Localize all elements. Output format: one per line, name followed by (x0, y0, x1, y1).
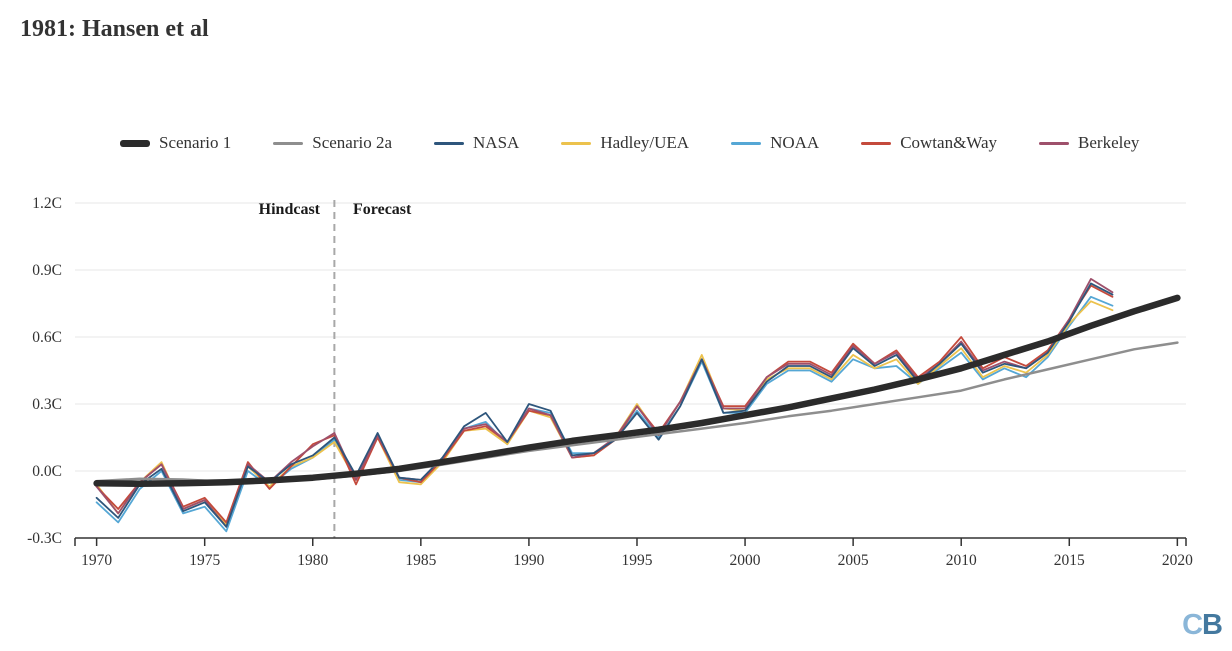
x-axis-tick-label: 2020 (1162, 552, 1193, 569)
y-axis-tick-label: 1.2C (32, 195, 62, 212)
y-axis-tick-label: 0.6C (32, 329, 62, 346)
legend-item-scenario-2a[interactable]: Scenario 2a (273, 133, 392, 153)
logo-letter-c: C (1182, 609, 1203, 641)
y-axis-tick-label: 0.0C (32, 463, 62, 480)
legend-label: Berkeley (1078, 133, 1140, 152)
legend-swatch-scenario-2a (273, 141, 304, 145)
legend-swatch-scenario-1 (120, 139, 150, 147)
x-axis-tick-label: 1970 (81, 552, 112, 569)
page-title: 1981: Hansen et al (20, 16, 209, 42)
legend-item-noaa[interactable]: NOAA (731, 133, 819, 153)
forecast-label: Forecast (353, 201, 412, 218)
legend-swatch-noaa (731, 141, 762, 145)
x-axis-tick-label: 2000 (730, 552, 761, 569)
legend-label: Scenario 1 (159, 133, 232, 152)
x-axis-tick-label: 1985 (405, 552, 436, 569)
legend-label: Hadley/UEA (600, 133, 690, 152)
legend-item-scenario-1[interactable]: Scenario 1 (120, 133, 231, 153)
legend-label: NOAA (770, 133, 820, 152)
legend-item-nasa[interactable]: NASA (434, 133, 519, 153)
x-axis-tick-label: 1990 (513, 552, 544, 569)
legend-swatch-nasa (434, 141, 465, 145)
hindcast-label: Hindcast (258, 201, 320, 218)
x-axis-tick-label: 1995 (621, 552, 652, 569)
y-axis-tick-label: -0.3C (27, 530, 62, 547)
y-axis-tick-label: 0.3C (32, 396, 62, 413)
legend-label: NASA (473, 133, 520, 152)
series-line-noaa (95, 295, 1114, 533)
legend-item-berkeley[interactable]: Berkeley (1039, 133, 1139, 153)
legend-label: Scenario 2a (312, 133, 393, 152)
x-axis-tick-label: 1975 (189, 552, 220, 569)
legend-swatch-berkeley (1039, 141, 1070, 145)
y-axis-tick-label: 0.9C (32, 262, 62, 279)
legend-swatch-hadley-uea (561, 141, 592, 145)
x-axis-tick-label: 2005 (838, 552, 869, 569)
series-line-nasa (95, 282, 1114, 528)
chart-legend: Scenario 1 Scenario 2a NASA Hadley/UEA N… (120, 133, 1139, 153)
logo-letter-b: B (1202, 609, 1223, 641)
x-axis-tick-label: 1980 (297, 552, 328, 569)
series-line-cowtan-way (95, 284, 1114, 524)
x-axis-tick-label: 2010 (946, 552, 977, 569)
legend-item-hadley-uea[interactable]: Hadley/UEA (561, 133, 689, 153)
legend-swatch-cowtan-way (861, 141, 892, 145)
carbonbrief-logo[interactable]: CB (1182, 609, 1223, 641)
series-line-hadley-uea (95, 300, 1114, 526)
x-axis-tick-label: 2015 (1054, 552, 1085, 569)
series-line-berkeley (95, 277, 1114, 528)
legend-item-cowtan-way[interactable]: Cowtan&Way (861, 133, 997, 153)
legend-label: Cowtan&Way (900, 133, 998, 152)
series-line-scenario-1 (93, 294, 1181, 487)
